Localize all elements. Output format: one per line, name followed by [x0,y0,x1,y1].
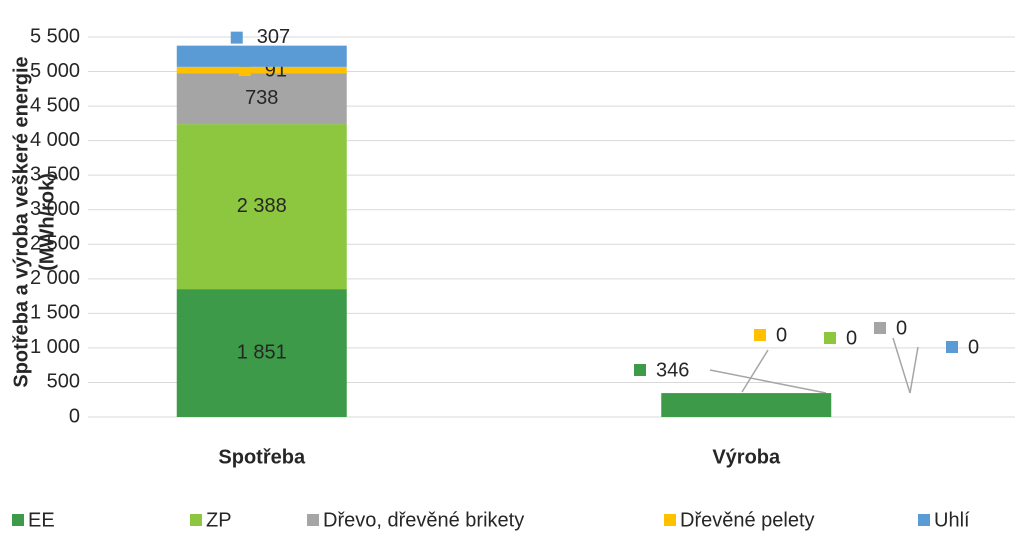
data-label: 0 [846,327,857,349]
data-label: 346 [656,359,689,381]
leader-line [741,349,769,393]
legend-label: Dřevěné pelety [680,509,815,531]
data-label: 2 388 [237,195,287,217]
label-key [634,364,646,376]
legend-key [12,514,24,526]
leader-line [909,346,919,394]
legend-key [307,514,319,526]
label-key [824,332,836,344]
legend-label: Uhlí [934,509,970,531]
bar-segment [176,289,347,417]
y-tick-label: 5 000 [30,60,80,82]
y-tick-label: 500 [47,371,80,393]
x-tick-label: Výroba [712,446,781,468]
y-tick-label: 2 000 [30,267,80,289]
y-tick-label: 3 500 [30,163,80,185]
data-label: 0 [776,324,787,346]
bar-segment [176,73,347,125]
y-tick-label: 4 500 [30,94,80,116]
label-key [238,63,251,76]
data-label: 738 [245,87,278,109]
y-axis-label: Spotřeba a výroba veškeré energie (MWh/r… [10,56,58,387]
label-key [874,322,886,334]
legend-key [918,514,930,526]
y-tick-label: 1 500 [30,302,80,324]
bar-segment [661,393,832,417]
y-tick-label: 4 000 [30,129,80,151]
label-key [946,341,958,353]
label-key [754,329,766,341]
y-axis-label-line: Spotřeba a výroba veškeré energie [10,56,32,387]
y-tick-label: 0 [69,405,80,427]
data-label: 1 851 [237,341,287,363]
legend-key [190,514,202,526]
legend-label: EE [28,509,55,531]
y-tick-label: 5 500 [30,25,80,47]
data-label: 0 [968,336,979,358]
y-tick-label: 1 000 [30,336,80,358]
data-label: 307 [257,26,290,48]
bar-segment [176,66,347,74]
legend-label: Dřevo, dřevěné brikety [323,509,524,531]
bar-segment [176,45,347,67]
leader-line [709,369,827,394]
data-label: 0 [896,317,907,339]
label-key [230,31,243,44]
y-axis-label-line: (MWh/rok) [36,173,58,271]
legend-label: ZP [206,509,232,531]
x-tick-label: Spotřeba [218,446,306,468]
bar-segment [176,124,347,290]
legend-key [664,514,676,526]
y-tick-label: 2 500 [30,233,80,255]
leader-line [892,337,911,394]
y-tick-label: 3 000 [30,198,80,220]
